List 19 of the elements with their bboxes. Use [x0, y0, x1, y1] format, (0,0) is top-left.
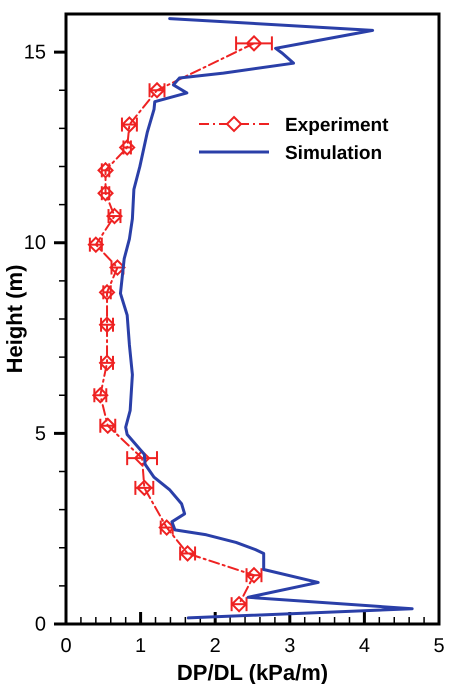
x-tick-label: 2: [210, 635, 221, 658]
point: [99, 284, 116, 300]
y-tick-label: 10: [24, 232, 46, 254]
point: [98, 162, 114, 178]
x-tick-label: 5: [433, 635, 445, 658]
point: [98, 185, 114, 202]
y-tick-label: 5: [34, 422, 46, 445]
point: [119, 139, 136, 156]
point: [246, 35, 262, 52]
x-tick-label: 0: [60, 635, 72, 658]
y-axis-title: Height (m): [2, 264, 27, 374]
x-tick-label: 1: [135, 635, 146, 658]
y-tick-label: 15: [24, 42, 46, 64]
legend-label: Experiment: [285, 115, 390, 136]
x-tick-label: 4: [358, 635, 370, 658]
x-tick-label: 3: [284, 635, 296, 658]
point: [134, 450, 150, 466]
legend-label: Simulation: [285, 143, 382, 164]
y-tick-label: 0: [34, 613, 46, 636]
